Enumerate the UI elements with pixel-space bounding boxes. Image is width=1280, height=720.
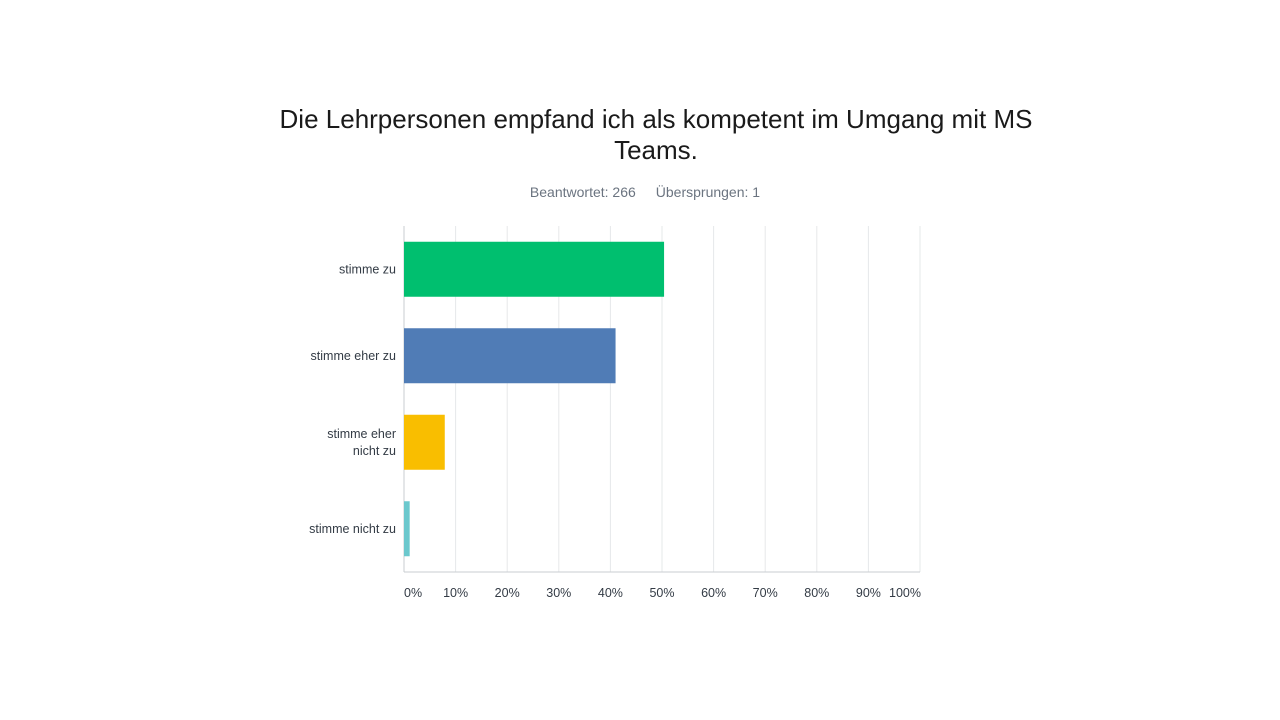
chart-title: Die Lehrpersonen empfand ich als kompete… xyxy=(256,104,1056,166)
category-label: nicht zu xyxy=(353,444,396,458)
category-label: stimme zu xyxy=(339,262,396,276)
bar xyxy=(404,501,410,557)
skipped-count: Übersprungen: 1 xyxy=(655,184,761,200)
x-tick-label: 80% xyxy=(804,586,829,600)
bar xyxy=(404,328,616,384)
chart-title-line-2: Teams. xyxy=(614,135,698,165)
x-tick-label: 0% xyxy=(404,586,422,600)
category-label: stimme eher zu xyxy=(311,349,396,363)
chart-title-line-1: Die Lehrpersonen empfand ich als kompete… xyxy=(279,104,1033,134)
x-tick-label: 60% xyxy=(701,586,726,600)
x-tick-label: 70% xyxy=(753,586,778,600)
x-tick-label: 30% xyxy=(546,586,571,600)
bar xyxy=(404,241,665,297)
bar xyxy=(404,414,445,470)
answered-count: Beantwortet: 266 xyxy=(529,184,636,200)
x-tick-label: 10% xyxy=(443,586,468,600)
x-tick-label: 90% xyxy=(856,586,881,600)
x-tick-label: 40% xyxy=(598,586,623,600)
x-tick-label: 50% xyxy=(649,586,674,600)
category-label: stimme nicht zu xyxy=(309,522,396,536)
response-stats: Beantwortet: 266 Übersprungen: 1 xyxy=(0,184,1280,200)
x-tick-label: 100% xyxy=(889,586,921,600)
x-tick-label: 20% xyxy=(495,586,520,600)
category-label: stimme eher xyxy=(327,427,396,441)
